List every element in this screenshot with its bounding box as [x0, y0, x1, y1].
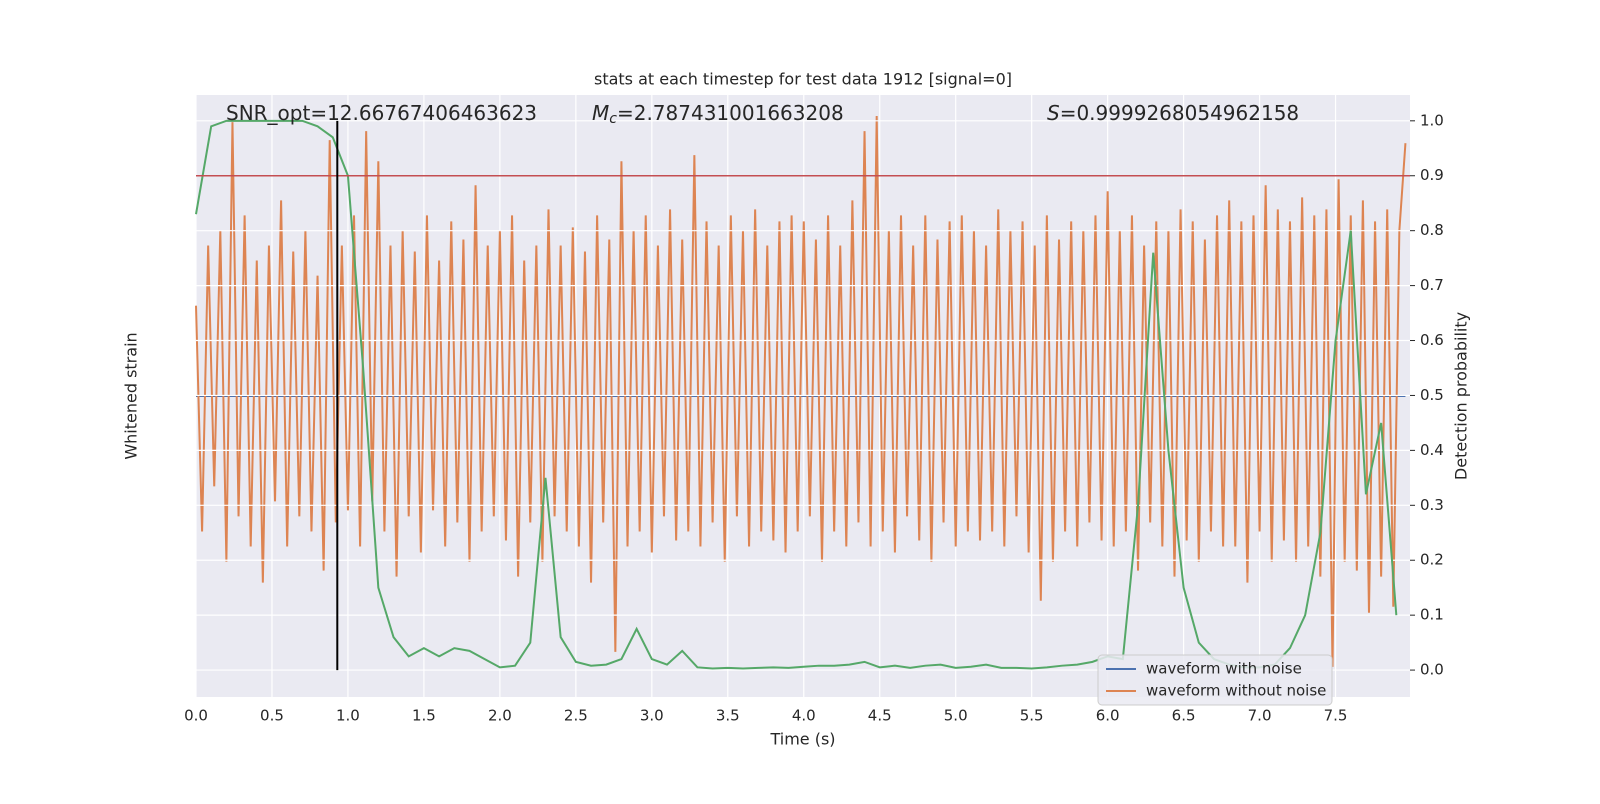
x-tick-label: 0.0 [184, 707, 208, 725]
x-tick-label: 0.5 [260, 707, 284, 725]
probability-line [195, 119, 1398, 670]
y2-tick-label: 0.0 [1420, 661, 1444, 679]
x-tick-label: 1.0 [336, 707, 360, 725]
y2-tick-label: 0.9 [1420, 166, 1444, 184]
y2-tick-label: 0.3 [1420, 496, 1444, 514]
annotation-symbol: M [592, 101, 609, 125]
y2-tick-label: 0.7 [1420, 276, 1444, 294]
x-axis-label: Time (s) [769, 730, 835, 749]
x-tick-label: 4.5 [868, 707, 892, 725]
annotation-symbol: S [1047, 101, 1060, 125]
x-tick-label: 5.5 [1020, 707, 1044, 725]
y2-tick-label: 0.8 [1420, 221, 1444, 239]
strain-line [195, 116, 1407, 667]
annotation-text: =0.9999268054962158 [1060, 101, 1299, 125]
y2-tick-label: 0.2 [1420, 551, 1444, 569]
annotation: Mc=2.787431001663208 [592, 101, 844, 128]
y-axis-label: Whitened strain [122, 332, 141, 459]
x-tick-label: 3.0 [640, 707, 664, 725]
x-tick-label: 7.0 [1248, 707, 1272, 725]
x-tick-label: 6.5 [1172, 707, 1196, 725]
y2-tick-label: 0.6 [1420, 331, 1444, 349]
y2-tick-label: 0.5 [1420, 386, 1444, 404]
legend-label: waveform without noise [1146, 682, 1326, 700]
y2-tick-label: 0.4 [1420, 441, 1444, 459]
annotation: S=0.9999268054962158 [1047, 101, 1299, 125]
x-tick-label: 1.5 [412, 707, 436, 725]
annotation-text: =2.787431001663208 [617, 101, 844, 125]
y2-axis-label: Detection probability [1452, 312, 1471, 480]
x-tick-label: 2.0 [488, 707, 512, 725]
y2-tick-label: 0.1 [1420, 606, 1444, 624]
x-tick-label: 4.0 [792, 707, 816, 725]
chart-title: stats at each timestep for test data 191… [594, 70, 1012, 89]
legend-label: waveform with noise [1146, 660, 1302, 678]
x-tick-label: 6.0 [1096, 707, 1120, 725]
x-tick-label: 7.5 [1324, 707, 1348, 725]
annotation-subscript: c [609, 111, 617, 127]
annotation: SNR_opt=12.66767406463623 [226, 101, 537, 125]
x-tick-label: 3.5 [716, 707, 740, 725]
x-tick-label: 2.5 [564, 707, 588, 725]
y2-tick-label: 1.0 [1420, 111, 1444, 129]
x-tick-label: 5.0 [944, 707, 968, 725]
annotation-text: SNR_opt=12.66767406463623 [226, 101, 537, 125]
legend-box [1097, 654, 1333, 706]
